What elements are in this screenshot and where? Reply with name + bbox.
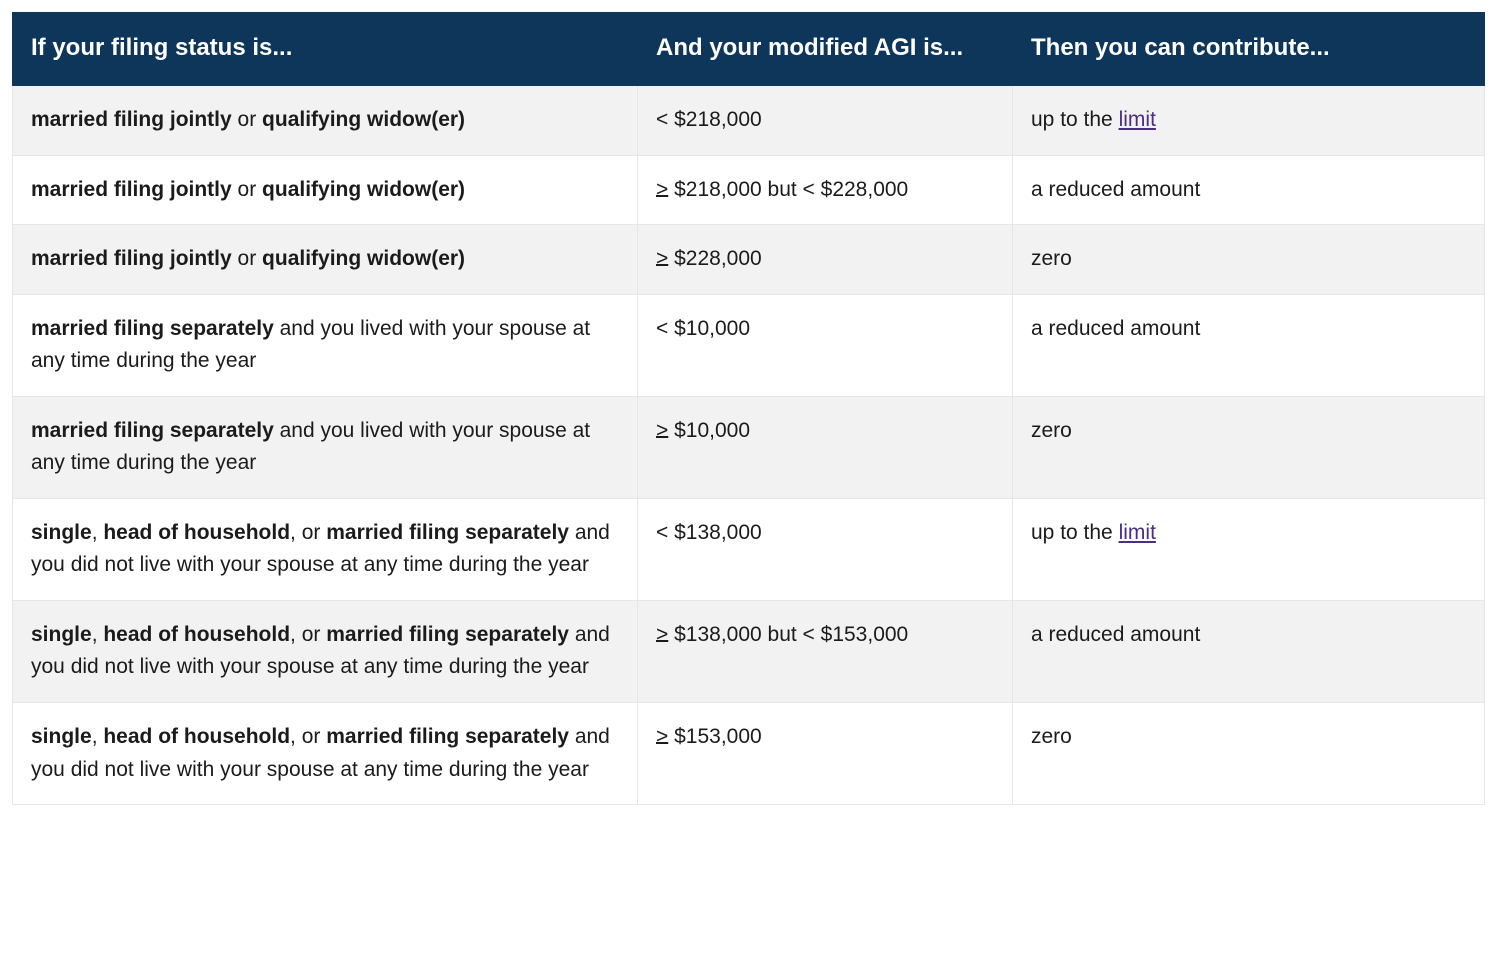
cell-contribute: zero (1013, 225, 1485, 295)
cell-agi: < $218,000 (638, 86, 1013, 156)
bold-text: married filing separately (326, 521, 569, 544)
cell-contribute: up to the limit (1013, 498, 1485, 600)
table-row: married filing jointly or qualifying wid… (13, 225, 1485, 295)
table-wrapper: If your filing status is... And your mod… (12, 12, 1484, 805)
cell-agi: > $218,000 but < $228,000 (638, 155, 1013, 225)
cell-agi: < $10,000 (638, 294, 1013, 396)
bold-text: married filing separately (31, 419, 274, 442)
bold-text: qualifying widow(er) (262, 108, 465, 131)
table-row: married filing separately and you lived … (13, 294, 1485, 396)
cell-agi: > $10,000 (638, 396, 1013, 498)
bold-text: married filing separately (326, 725, 569, 748)
cell-status: married filing jointly or qualifying wid… (13, 86, 638, 156)
cell-status: single, head of household, or married fi… (13, 600, 638, 702)
table-row: single, head of household, or married fi… (13, 600, 1485, 702)
table-body: married filing jointly or qualifying wid… (13, 86, 1485, 805)
gte-symbol: > (656, 623, 668, 646)
bold-text: head of household (103, 725, 290, 748)
bold-text: qualifying widow(er) (262, 247, 465, 270)
limit-link[interactable]: limit (1119, 108, 1156, 131)
bold-text: married filing separately (31, 317, 274, 340)
bold-text: single (31, 521, 92, 544)
contribution-table: If your filing status is... And your mod… (12, 12, 1485, 805)
col-header-contribute: Then you can contribute... (1013, 13, 1485, 86)
cell-contribute: up to the limit (1013, 86, 1485, 156)
cell-status: married filing jointly or qualifying wid… (13, 225, 638, 295)
gte-symbol: > (656, 725, 668, 748)
gte-symbol: > (656, 247, 668, 270)
bold-text: head of household (103, 521, 290, 544)
cell-contribute: a reduced amount (1013, 155, 1485, 225)
cell-contribute: zero (1013, 703, 1485, 805)
bold-text: married filing jointly (31, 247, 232, 270)
limit-link[interactable]: limit (1119, 521, 1156, 544)
bold-text: qualifying widow(er) (262, 178, 465, 201)
gte-symbol: > (656, 419, 668, 442)
cell-agi: > $138,000 but < $153,000 (638, 600, 1013, 702)
table-row: single, head of household, or married fi… (13, 498, 1485, 600)
table-row: married filing jointly or qualifying wid… (13, 86, 1485, 156)
cell-agi: < $138,000 (638, 498, 1013, 600)
bold-text: head of household (103, 623, 290, 646)
cell-status: single, head of household, or married fi… (13, 703, 638, 805)
cell-agi: > $153,000 (638, 703, 1013, 805)
bold-text: single (31, 623, 92, 646)
col-header-agi: And your modified AGI is... (638, 13, 1013, 86)
cell-contribute: a reduced amount (1013, 294, 1485, 396)
cell-contribute: a reduced amount (1013, 600, 1485, 702)
table-row: married filing jointly or qualifying wid… (13, 155, 1485, 225)
cell-contribute: zero (1013, 396, 1485, 498)
bold-text: married filing separately (326, 623, 569, 646)
cell-status: married filing separately and you lived … (13, 396, 638, 498)
bold-text: married filing jointly (31, 178, 232, 201)
cell-status: married filing jointly or qualifying wid… (13, 155, 638, 225)
col-header-status: If your filing status is... (13, 13, 638, 86)
cell-agi: > $228,000 (638, 225, 1013, 295)
bold-text: married filing jointly (31, 108, 232, 131)
cell-status: single, head of household, or married fi… (13, 498, 638, 600)
bold-text: single (31, 725, 92, 748)
table-row: married filing separately and you lived … (13, 396, 1485, 498)
cell-status: married filing separately and you lived … (13, 294, 638, 396)
table-row: single, head of household, or married fi… (13, 703, 1485, 805)
table-head: If your filing status is... And your mod… (13, 13, 1485, 86)
gte-symbol: > (656, 178, 668, 201)
table-header-row: If your filing status is... And your mod… (13, 13, 1485, 86)
